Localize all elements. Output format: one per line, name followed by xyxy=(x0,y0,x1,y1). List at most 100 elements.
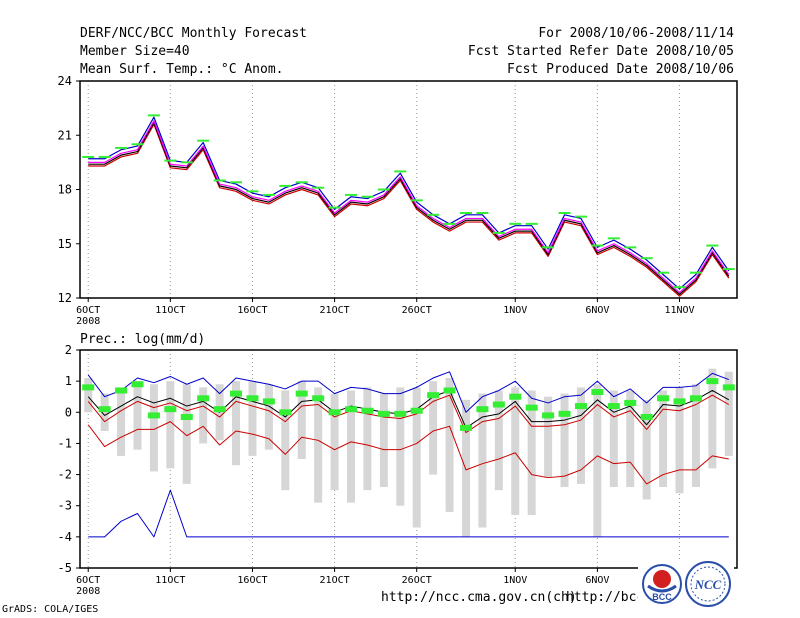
spread-bar xyxy=(576,387,585,484)
spread-bar xyxy=(100,393,109,431)
spread-bar xyxy=(199,387,208,444)
spread-bar xyxy=(117,387,126,456)
observed-bar xyxy=(295,390,308,397)
x-tick-label: 11OCT xyxy=(155,305,185,316)
spread-bar xyxy=(445,378,454,512)
spread-bar xyxy=(708,368,717,469)
plot-frame xyxy=(79,80,738,299)
ncc-logo: NCC xyxy=(685,561,731,607)
observed-bar xyxy=(558,410,571,417)
spread-bar xyxy=(363,387,372,491)
bcc-logo-text: BCC xyxy=(652,592,672,602)
x-tick-label: 1NOV xyxy=(503,575,527,586)
y-tick-label: 21 xyxy=(58,128,72,142)
x-tick-label: 6NOV xyxy=(585,575,609,586)
mean-series-line xyxy=(87,389,730,429)
logo-group: BCC NCC xyxy=(638,560,734,610)
forecast-start-date: Fcst Started Refer Date 2008/10/05 xyxy=(467,44,734,59)
spread-bar xyxy=(314,387,323,503)
observed-bar xyxy=(345,406,358,413)
link-bcc[interactable]: http://bcc. xyxy=(566,590,653,605)
spread-bar xyxy=(248,381,257,456)
observed-bar xyxy=(279,409,292,416)
spread-bar xyxy=(149,384,158,472)
spread-bar xyxy=(691,384,700,488)
forecast-produced-date: Fcst Produced Date 2008/10/06 xyxy=(507,62,734,77)
variable-label: Mean Surf. Temp.: °C Anom. xyxy=(80,62,284,77)
spread-bar xyxy=(396,387,405,506)
x-tick-label: 6OCT xyxy=(76,305,100,316)
observed-bar xyxy=(98,406,111,413)
observed-bar xyxy=(492,401,505,408)
link-ncc[interactable]: http://ncc.cma.gov.cn(ch) xyxy=(381,590,577,605)
upper-series-line xyxy=(87,371,729,413)
observed-bar xyxy=(410,407,423,414)
x-tick-label: 16OCT xyxy=(237,305,267,316)
observed-bar xyxy=(180,413,193,420)
observed-bar xyxy=(722,384,735,391)
spread-bar xyxy=(182,384,191,484)
spread-bar xyxy=(84,378,93,413)
spread-bar xyxy=(478,393,487,528)
spread-bar xyxy=(544,396,553,478)
x-year-label: 2008 xyxy=(76,586,100,597)
x-tick-label: 11OCT xyxy=(155,575,185,586)
x-tick-label: 26OCT xyxy=(402,305,432,316)
spread-bar xyxy=(429,381,438,475)
y-tick-label: -1 xyxy=(58,436,72,450)
observed-bar xyxy=(115,387,128,394)
forecast-period: For 2008/10/06-2008/11/14 xyxy=(538,26,734,41)
temperature-panel: 12 15 18 21 24 6OCT 11OCT 16OCT 21OCT 26OCT 1NOV 6N… xyxy=(58,74,738,327)
spread-bar xyxy=(297,381,306,459)
x-tick-label: 11NOV xyxy=(664,305,694,316)
y-tick-label: 24 xyxy=(58,74,72,88)
spread-bar xyxy=(626,390,635,488)
observed-bar xyxy=(164,406,177,413)
spread-bar xyxy=(494,390,503,491)
observed-bar xyxy=(673,398,686,405)
observed-bar xyxy=(394,410,407,417)
y-tick-label: -2 xyxy=(58,468,72,482)
x-tick-label: 6NOV xyxy=(585,305,609,316)
lower-series-line xyxy=(88,123,730,297)
observed-bar xyxy=(82,384,95,391)
y-tick-label: -3 xyxy=(58,499,72,513)
x-tick-label: 21OCT xyxy=(320,575,350,586)
upper-series-line xyxy=(88,116,730,290)
spread-bar xyxy=(659,390,668,488)
observed-bar xyxy=(230,390,243,397)
observed-bar xyxy=(147,412,160,419)
chart-title: DERF/NCC/BCC Monthly Forecast xyxy=(80,26,307,41)
precipitation-title: Prec.: log(mm/d) xyxy=(80,332,206,347)
spread-bar xyxy=(642,399,651,500)
observed-bar xyxy=(706,378,719,385)
spread-bar xyxy=(609,390,618,488)
observed-bar xyxy=(689,395,702,402)
bcc-logo: BCC xyxy=(642,564,682,604)
observed-bar xyxy=(657,395,670,402)
y-tick-label: 1 xyxy=(65,374,72,388)
observed-bar xyxy=(476,406,489,413)
y-tick-label: 0 xyxy=(65,405,72,419)
spread-bar xyxy=(461,399,470,537)
spread-bar xyxy=(166,381,175,469)
observed-bar xyxy=(640,413,653,420)
observed-bar xyxy=(213,406,226,413)
observed-bar xyxy=(624,399,637,406)
min-series-line xyxy=(88,489,729,538)
x-year-label: 2008 xyxy=(76,316,100,327)
grads-credit: GrADS: COLA/IGES xyxy=(2,604,99,615)
spread-bar xyxy=(527,390,536,516)
mid-series-line xyxy=(88,120,730,294)
observed-bar xyxy=(542,412,555,419)
y-tick-label: -4 xyxy=(58,530,72,544)
spread-bar xyxy=(593,384,602,537)
observed-bar xyxy=(443,387,456,394)
x-tick-label: 16OCT xyxy=(237,575,267,586)
spread-bar xyxy=(281,390,290,491)
spread-bar xyxy=(724,371,733,456)
observed-bar xyxy=(525,404,538,411)
observed-bar xyxy=(591,389,604,396)
spread-bar xyxy=(511,387,520,516)
